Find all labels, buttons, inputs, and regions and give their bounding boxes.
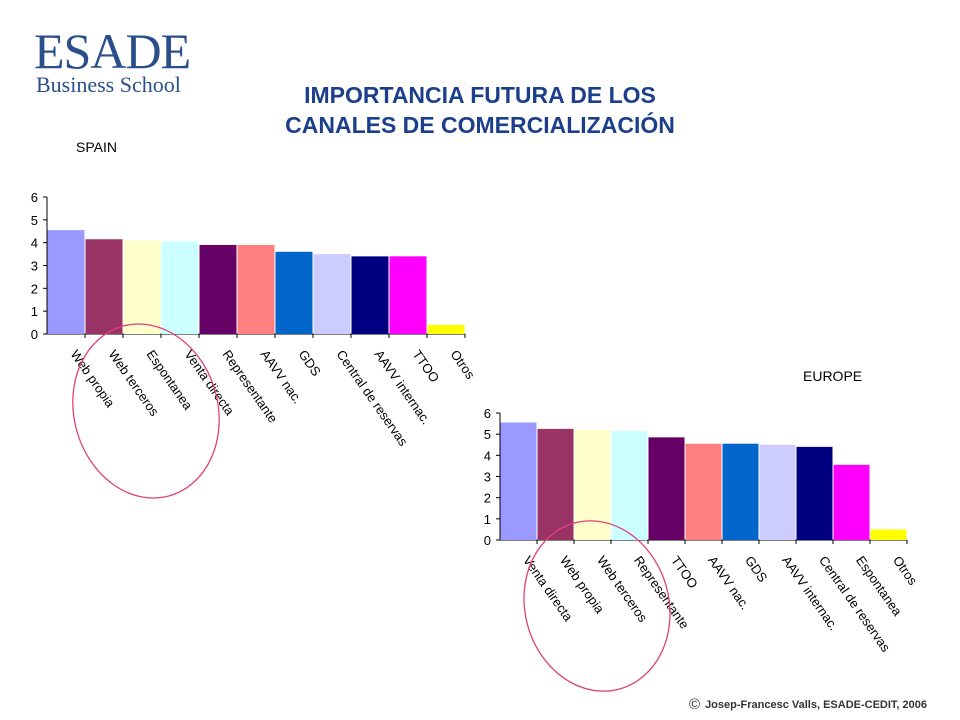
- spain-y-tick-label: 3: [31, 259, 38, 274]
- spain-y-tick-label: 6: [31, 190, 38, 205]
- spain-bar: [313, 254, 351, 334]
- spain-bar: [275, 251, 313, 334]
- europe-bar: [537, 428, 574, 540]
- spain-bar: [199, 244, 237, 334]
- spain-y-tick-label: 1: [31, 304, 38, 319]
- spain-bar: [389, 256, 427, 334]
- spain-bar: [351, 256, 389, 334]
- europe-x-tick-label: GDS: [742, 553, 771, 585]
- spain-y-tick-label: 5: [31, 213, 38, 228]
- spain-chart-label: SPAIN: [76, 139, 117, 155]
- europe-bar: [759, 444, 796, 540]
- spain-bar: [237, 244, 275, 334]
- europe-y-tick-label: 2: [484, 491, 491, 506]
- europe-bar: [833, 464, 870, 540]
- europe-bar: [648, 437, 685, 540]
- europe-y-tick-label: 5: [484, 427, 491, 442]
- title-line-2: CANALES DE COMERCIALIZACIÓN: [285, 112, 675, 138]
- europe-y-tick-label: 0: [484, 533, 491, 548]
- europe-x-tick-label: TTOO: [668, 553, 701, 591]
- page-title: IMPORTANCIA FUTURA DE LOS CANALES DE COM…: [180, 80, 780, 140]
- spain-bar: [47, 230, 85, 334]
- europe-x-tick-label: Otros: [890, 553, 921, 588]
- europe-bar: [685, 443, 722, 540]
- spain-y-tick-label: 4: [31, 236, 38, 251]
- spain-bar: [161, 241, 199, 334]
- spain-highlight-circle: [72, 323, 220, 499]
- spain-bar: [427, 324, 465, 334]
- spain-y-tick-label: 2: [31, 281, 38, 296]
- europe-y-tick-label: 6: [484, 406, 491, 421]
- europe-bar: [611, 430, 648, 540]
- europe-bar: [870, 529, 907, 540]
- title-line-1: IMPORTANCIA FUTURA DE LOS: [304, 82, 656, 108]
- spain-y-tick-label: 0: [31, 327, 38, 342]
- logo-subtitle: Business School: [36, 72, 181, 97]
- europe-y-tick-label: 1: [484, 512, 491, 527]
- europe-bar: [500, 422, 537, 540]
- esade-logo: ESADE Business School: [34, 23, 191, 97]
- spain-bar: [85, 239, 123, 334]
- europe-y-tick-label: 4: [484, 448, 491, 463]
- europe-bar: [722, 443, 759, 540]
- spain-bar: [123, 240, 161, 334]
- europe-highlight-circle: [523, 520, 671, 692]
- copyright-notice: © Josep-Francesc Valls, ESADE-CEDIT, 200…: [689, 696, 927, 713]
- copyright-symbol: ©: [688, 696, 700, 713]
- logo-wordmark: ESADE: [34, 23, 191, 79]
- europe-y-tick-label: 3: [484, 470, 491, 485]
- europe-bar: [796, 446, 833, 540]
- europe-bar: [574, 429, 611, 540]
- copyright-text: Josep-Francesc Valls, ESADE-CEDIT, 2006: [705, 699, 927, 711]
- europe-chart-label: EUROPE: [803, 368, 863, 384]
